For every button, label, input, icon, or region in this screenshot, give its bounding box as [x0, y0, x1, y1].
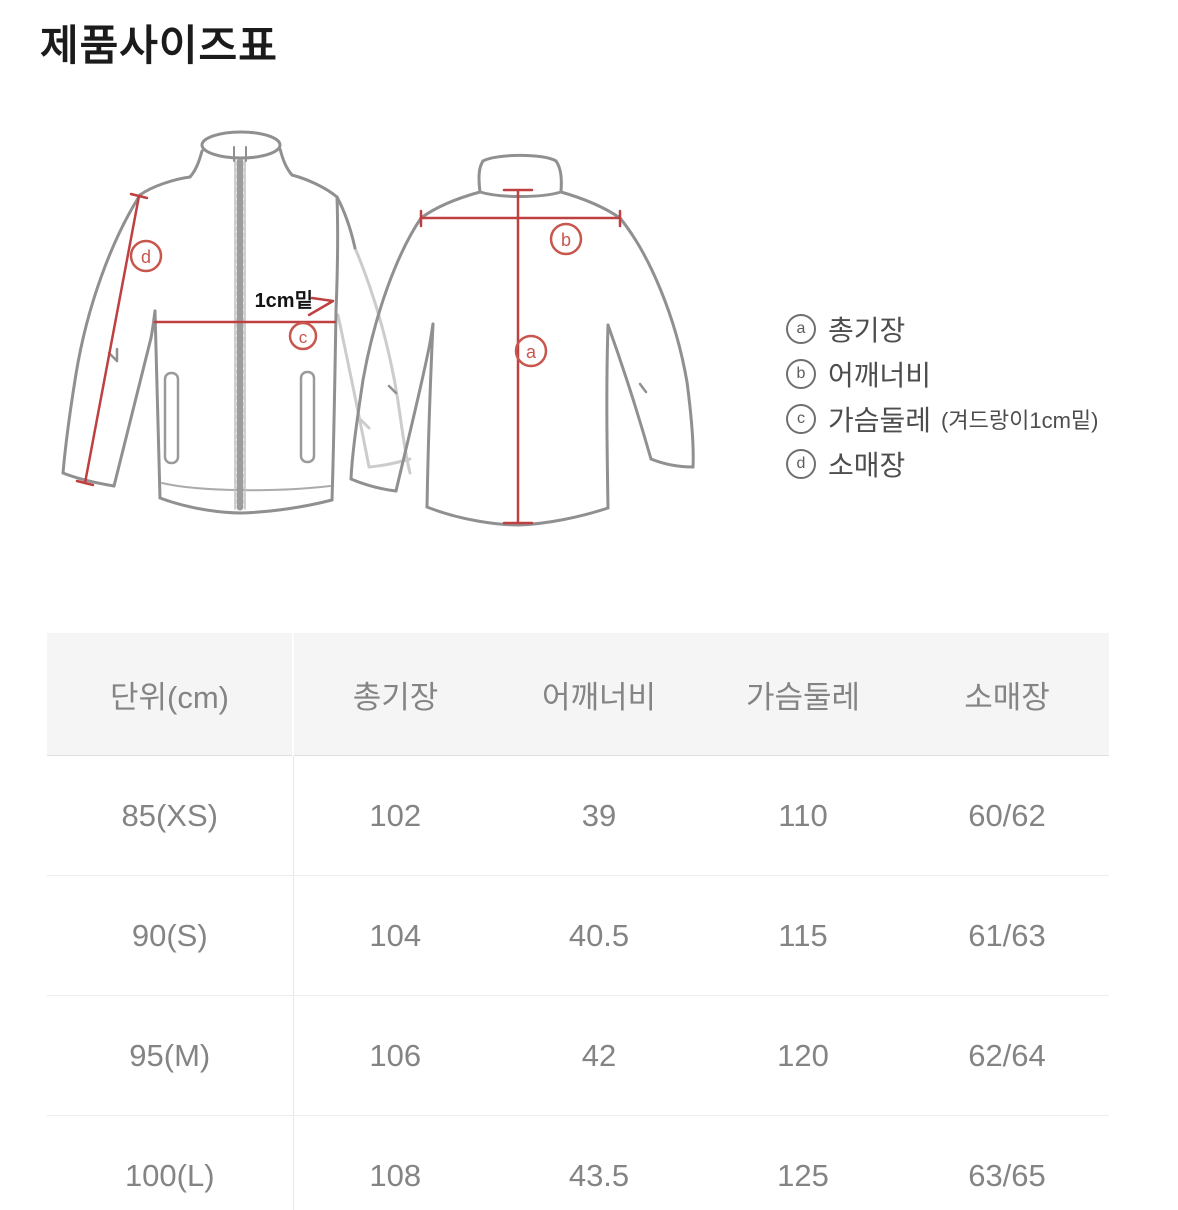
size-table-header-row: 단위(cm) 총기장 어깨너비 가슴둘레 소매장 — [47, 633, 1109, 756]
size-value: 43.5 — [497, 1115, 701, 1210]
page-title: 제품사이즈표 — [40, 22, 278, 69]
back-jacket-outline — [349, 153, 695, 527]
header-sleeve-length: 소매장 — [905, 633, 1109, 756]
size-value: 108 — [293, 1115, 497, 1210]
size-name: 100(L) — [47, 1115, 294, 1210]
table-row: 95(M) 106 42 120 62/64 — [47, 995, 1109, 1116]
size-value: 125 — [701, 1115, 905, 1210]
table-row: 85(XS) 102 39 110 60/62 — [47, 755, 1109, 876]
measure-line-a: a — [502, 188, 548, 525]
legend-item-a: a 총기장 — [786, 306, 1098, 351]
legend-item-b: b 어깨너비 — [786, 351, 1098, 396]
measure-line-d: d — [75, 192, 163, 487]
size-value: 40.5 — [497, 875, 701, 996]
measurement-legend: a 총기장 b 어깨너비 c 가슴둘레 (겨드랑이1cm밑) d 소매장 — [786, 306, 1098, 486]
header-total-length: 총기장 — [293, 633, 497, 756]
size-value: 61/63 — [905, 875, 1109, 996]
size-name: 90(S) — [47, 875, 294, 996]
circled-letter-d: d — [786, 448, 816, 479]
size-value: 63/65 — [905, 1115, 1109, 1210]
armpit-pointer — [307, 296, 335, 317]
measure-line-c: c 1cm밑 — [153, 289, 337, 351]
legend-item-c: c 가슴둘레 (겨드랑이1cm밑) — [786, 396, 1098, 441]
legend-item-d: d 소매장 — [786, 441, 1098, 486]
circled-letter-c: c — [786, 403, 816, 434]
zipper-rails — [234, 159, 246, 510]
size-value: 62/64 — [905, 995, 1109, 1116]
legend-note: (겨드랑이1cm밑) — [941, 407, 1099, 433]
measure-label-c: c — [299, 328, 308, 347]
pocket-right — [299, 370, 316, 464]
measure-label-d: d — [141, 247, 151, 267]
circled-letter-a: a — [786, 313, 816, 344]
armpit-annotation: 1cm밑 — [255, 289, 313, 312]
size-value: 110 — [701, 755, 905, 876]
header-shoulder-width: 어깨너비 — [497, 633, 701, 756]
legend-label: 어깨너비 — [828, 359, 932, 391]
size-value: 106 — [293, 995, 497, 1116]
size-value: 120 — [701, 995, 905, 1116]
size-table: 단위(cm) 총기장 어깨너비 가슴둘레 소매장 85(XS) 102 39 1… — [47, 633, 1109, 1210]
header-chest: 가슴둘레 — [701, 633, 905, 756]
pocket-left — [163, 371, 180, 465]
size-value: 60/62 — [905, 755, 1109, 876]
size-value: 104 — [293, 875, 497, 996]
size-value: 115 — [701, 875, 905, 996]
table-row: 100(L) 108 43.5 125 63/65 — [47, 1115, 1109, 1210]
legend-label: 소매장 — [828, 449, 906, 481]
size-name: 95(M) — [47, 995, 294, 1116]
size-value: 39 — [497, 755, 701, 876]
measure-label-a: a — [526, 342, 537, 362]
circled-letter-b: b — [786, 358, 816, 389]
legend-label: 가슴둘레 — [828, 404, 932, 436]
size-value: 42 — [497, 995, 701, 1116]
jacket-measurement-diagram: d c 1cm밑 b a — [61, 130, 695, 527]
front-jacket-faded-sleeve — [336, 246, 412, 475]
front-jacket-outline — [61, 130, 357, 515]
measure-label-b: b — [561, 230, 571, 250]
size-value: 102 — [293, 755, 497, 876]
header-unit: 단위(cm) — [47, 633, 294, 756]
size-name: 85(XS) — [47, 755, 294, 876]
legend-label: 총기장 — [828, 314, 906, 346]
table-row: 90(S) 104 40.5 115 61/63 — [47, 875, 1109, 996]
measure-line-b: b — [419, 209, 622, 256]
